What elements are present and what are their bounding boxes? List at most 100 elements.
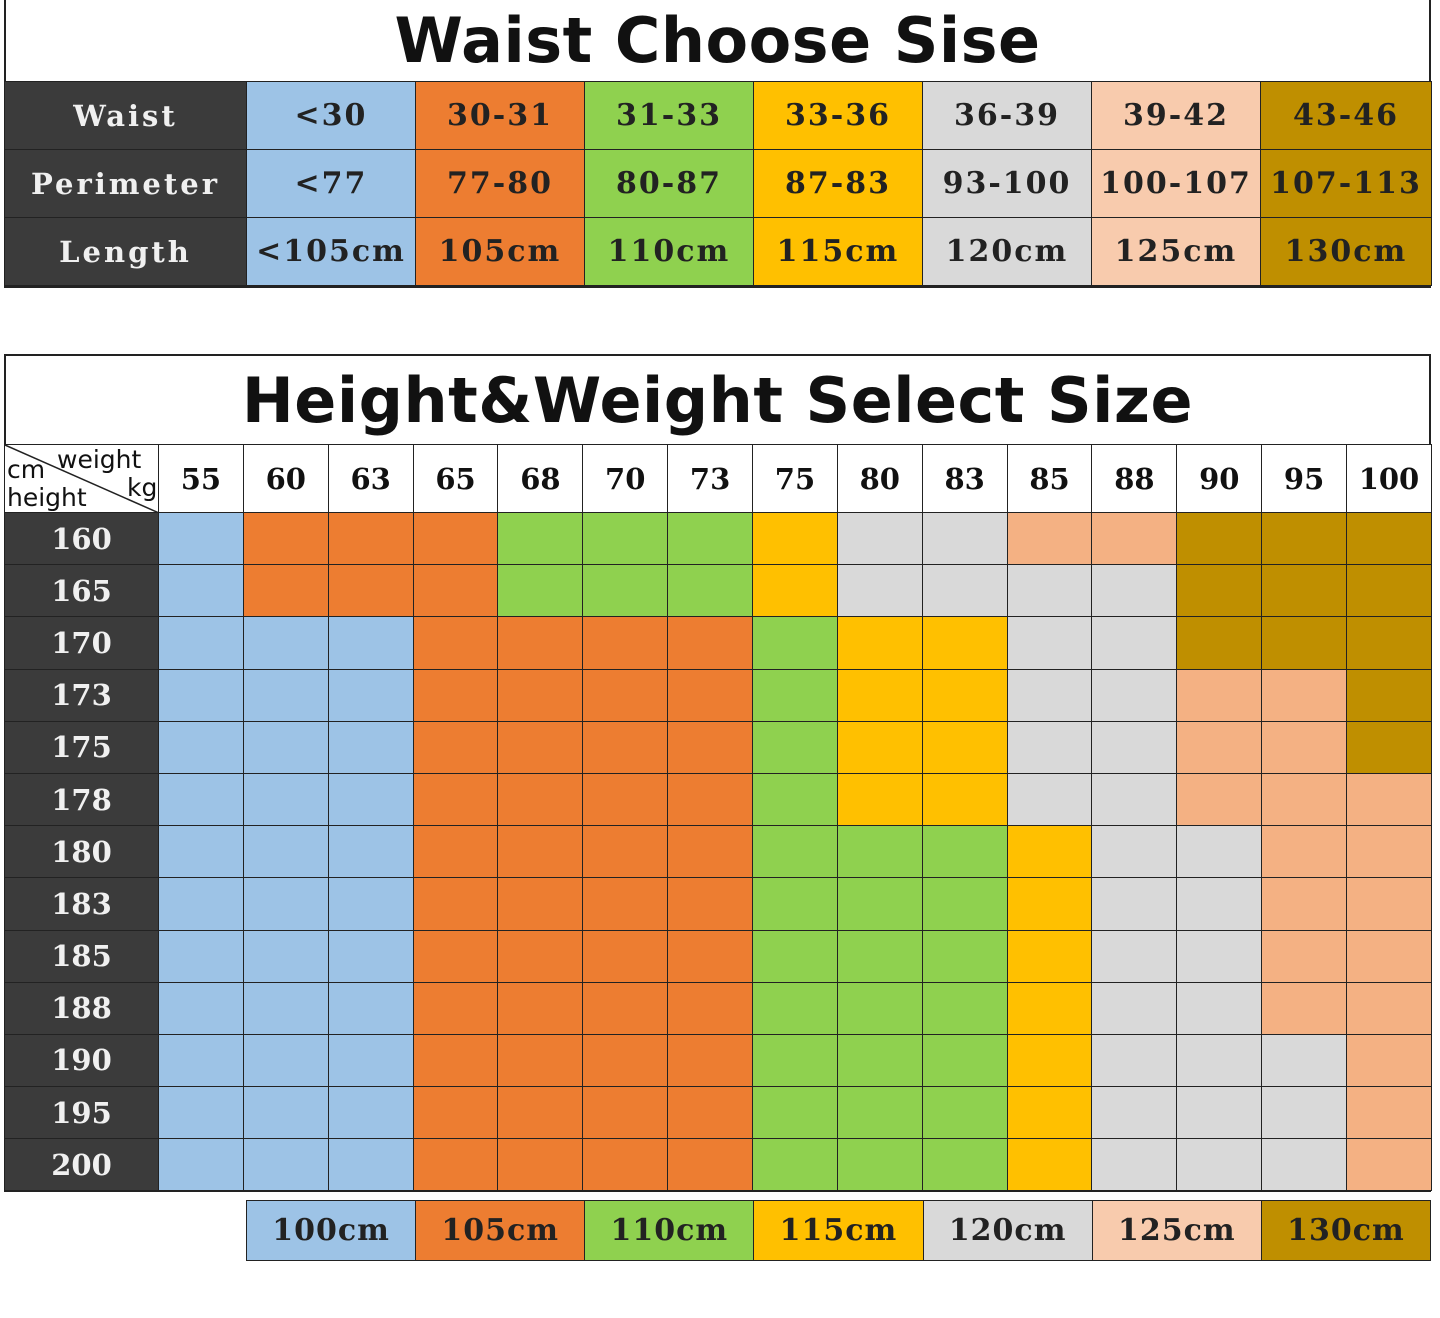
heatmap-cell xyxy=(752,564,838,618)
corner-weight-label: weight xyxy=(57,445,142,474)
heatmap-cell xyxy=(1006,1086,1093,1140)
heatmap-cell xyxy=(327,511,414,566)
heatmap-cell xyxy=(582,1138,669,1192)
heatmap-cell xyxy=(667,981,754,1035)
heatmap-cell xyxy=(1091,564,1178,618)
heatmap-cell xyxy=(1261,668,1348,722)
heatmap-cell xyxy=(667,929,754,983)
heatmap-cell xyxy=(921,825,1008,879)
heatmap-cell xyxy=(1261,929,1348,983)
weight-tick-label: 83 xyxy=(921,444,1008,513)
heatmap-cell xyxy=(836,511,923,566)
heatmap-cell xyxy=(327,720,414,774)
heatmap-cell xyxy=(497,720,584,774)
heatmap-cell xyxy=(667,877,754,931)
heatmap-cell xyxy=(1346,616,1432,670)
heatmap-cell xyxy=(921,1086,1008,1140)
height-row: 195 xyxy=(4,1086,1432,1140)
heatmap-cell xyxy=(158,772,244,827)
heatmap-cell xyxy=(667,1138,754,1192)
weight-tick-label: 88 xyxy=(1091,444,1178,513)
heatmap-cell xyxy=(497,564,584,618)
heatmap-cell xyxy=(752,1138,838,1192)
waist-cell-length: 115cm xyxy=(753,217,923,286)
waist-cell-waist: 30-31 xyxy=(415,81,585,150)
heatmap-cell xyxy=(242,720,329,774)
heatmap-cell xyxy=(1346,825,1432,879)
heatmap-cell xyxy=(667,668,754,722)
heatmap-cell xyxy=(1261,981,1348,1035)
waist-table-row: Length <105cm 105cm 110cm 115cm 120cm 125cm 130… xyxy=(4,217,1432,286)
waist-cell-waist: 39-42 xyxy=(1091,81,1261,150)
heatmap-cell xyxy=(1006,616,1093,670)
height-weight-title: Height&Weight Select Size xyxy=(241,364,1194,437)
heatmap-cell xyxy=(836,981,923,1035)
height-weight-panel: Height&Weight Select Size cm weight kg h… xyxy=(4,354,1432,1192)
heatmap-cell xyxy=(158,720,244,774)
heatmap-cell xyxy=(412,772,499,827)
waist-cell-waist: <30 xyxy=(246,81,416,150)
heatmap-cell xyxy=(582,825,669,879)
waist-cell-length: <105cm xyxy=(246,217,416,286)
heatmap-cell xyxy=(1346,772,1432,827)
heatmap-cell xyxy=(1006,720,1093,774)
height-tick-label: 178 xyxy=(4,772,159,827)
legend-item: 115cm xyxy=(753,1200,924,1261)
heatmap-cell xyxy=(1176,929,1263,983)
heatmap-cell xyxy=(412,825,499,879)
heatmap-cell xyxy=(1091,825,1178,879)
height-row: 175 xyxy=(4,720,1432,774)
weight-tick-label: 68 xyxy=(497,444,584,513)
waist-cell-length: 120cm xyxy=(922,217,1092,286)
heatmap-cell xyxy=(667,564,754,618)
heatmap-cell xyxy=(582,772,669,827)
heatmap-cell xyxy=(1176,564,1263,618)
waist-cell-length: 130cm xyxy=(1260,217,1432,286)
heatmap-cell xyxy=(1261,1086,1348,1140)
heatmap-cell xyxy=(1261,720,1348,774)
heatmap-cell xyxy=(752,616,838,670)
heatmap-cell xyxy=(158,616,244,670)
heatmap-cell xyxy=(327,1086,414,1140)
height-tick-label: 175 xyxy=(4,720,159,774)
heatmap-cell xyxy=(412,1086,499,1140)
heatmap-cell xyxy=(327,877,414,931)
waist-cell-perimeter: <77 xyxy=(246,149,416,218)
height-row: 173 xyxy=(4,668,1432,722)
heatmap-cell xyxy=(1261,511,1348,566)
heatmap-cell xyxy=(158,877,244,931)
heatmap-cell xyxy=(1091,668,1178,722)
heatmap-cell xyxy=(1346,564,1432,618)
heatmap-cell xyxy=(242,929,329,983)
heatmap-cell xyxy=(667,511,754,566)
heatmap-cell xyxy=(1261,616,1348,670)
height-weight-chart: cm weight kg height 55 60 63 65 68 70 73 75 80 83… xyxy=(4,444,1432,1192)
heatmap-cell xyxy=(836,720,923,774)
height-tick-label: 200 xyxy=(4,1138,159,1192)
waist-row-label-waist: Waist xyxy=(4,81,247,150)
heatmap-cell xyxy=(921,564,1008,618)
heatmap-cell xyxy=(497,668,584,722)
heatmap-cell xyxy=(242,564,329,618)
heatmap-cell xyxy=(1176,1138,1263,1192)
heatmap-cell xyxy=(327,981,414,1035)
legend-item: 120cm xyxy=(922,1200,1093,1261)
weight-tick-label: 100 xyxy=(1346,444,1432,513)
heatmap-cell xyxy=(1006,564,1093,618)
height-tick-label: 188 xyxy=(4,981,159,1035)
heatmap-cell xyxy=(497,825,584,879)
heatmap-cell xyxy=(1176,877,1263,931)
waist-cell-waist: 31-33 xyxy=(584,81,754,150)
heatmap-cell xyxy=(158,564,244,618)
heatmap-cell xyxy=(1091,772,1178,827)
heatmap-cell xyxy=(1091,511,1178,566)
corner-kg-label: kg xyxy=(127,473,158,502)
heatmap-cell xyxy=(667,825,754,879)
heatmap-cell xyxy=(921,1138,1008,1192)
heatmap-cell xyxy=(497,1138,584,1192)
heatmap-cell xyxy=(667,1033,754,1088)
heatmap-cell xyxy=(327,564,414,618)
waist-cell-perimeter: 100-107 xyxy=(1091,149,1261,218)
heatmap-cell xyxy=(412,929,499,983)
heatmap-cell xyxy=(242,772,329,827)
